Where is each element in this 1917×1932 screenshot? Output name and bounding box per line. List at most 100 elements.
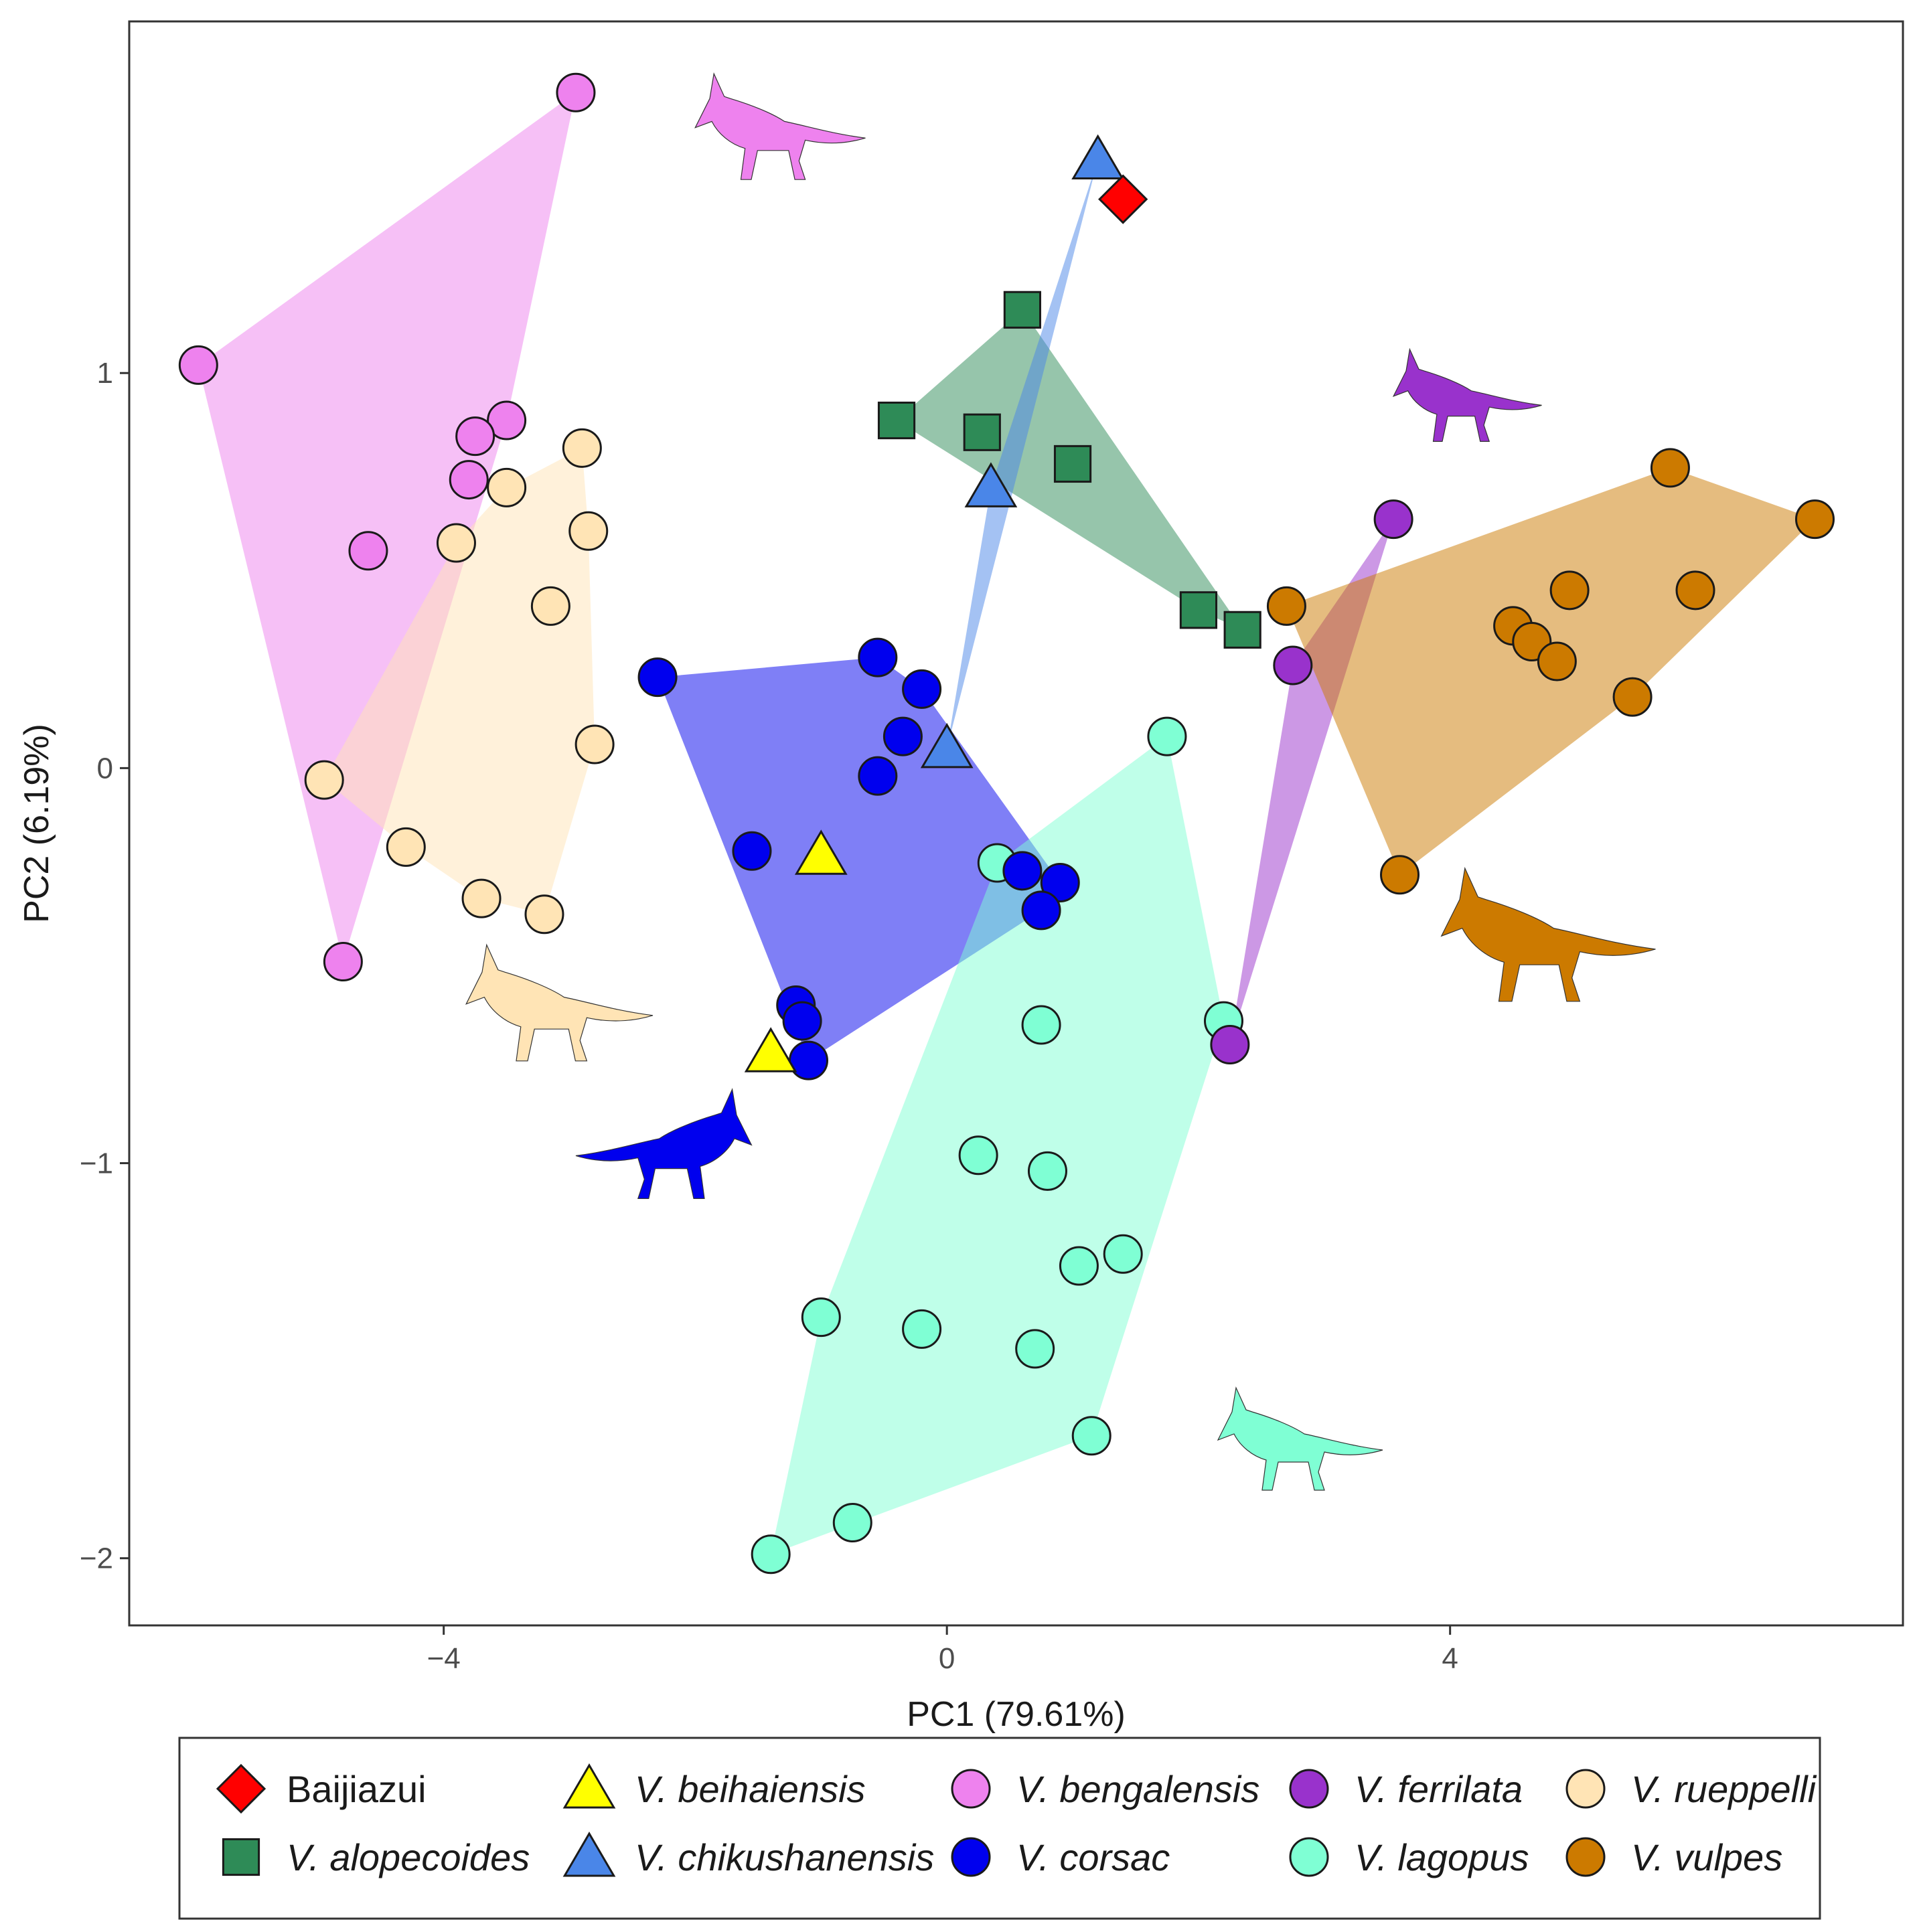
point-v-lagopus — [1071, 1416, 1111, 1456]
point-v-corsac — [902, 669, 942, 709]
legend-key-v-rueppelli — [1565, 1769, 1606, 1809]
point-v-corsac — [1002, 851, 1043, 891]
plot-panel-border — [128, 20, 1904, 1627]
legend-key-v-corsac — [951, 1837, 991, 1877]
point-v-rueppelli — [524, 894, 564, 935]
point-v-corsac — [1021, 890, 1061, 931]
point-v-bengalensis — [449, 460, 489, 500]
point-v-rueppelli — [304, 760, 344, 800]
fox-silhouette-v-rueppelli — [465, 943, 654, 1062]
legend-key-v-alopecoides — [222, 1838, 260, 1876]
data-points — [178, 72, 1835, 1575]
point-v-rueppelli — [386, 827, 426, 867]
point-v-corsac — [637, 657, 678, 698]
legend-label-v-chikushanensis: V. chikushanensis — [635, 1836, 934, 1878]
point-v-corsac — [782, 1001, 822, 1041]
legend-key-v-ferrilata — [1289, 1769, 1329, 1809]
point-v-corsac — [858, 637, 898, 677]
x-tick-label: 0 — [939, 1642, 955, 1675]
point-v-bengalensis — [323, 942, 363, 982]
y-tick-label: 1 — [97, 357, 113, 390]
legend-key-v-lagopus — [1289, 1837, 1329, 1877]
point-v-lagopus — [1015, 1329, 1055, 1369]
point-v-alopecoides — [1179, 591, 1218, 629]
x-axis-ticks: −4 0 4 — [427, 1625, 1458, 1675]
point-v-chikushanensis — [964, 462, 1018, 507]
legend-label-v-alopecoides: V. alopecoides — [287, 1836, 530, 1878]
legend-label-baijiazui: Baijiazui — [287, 1768, 427, 1810]
point-v-vulpes — [1650, 448, 1690, 488]
point-v-rueppelli — [436, 523, 476, 563]
x-tick-label: 4 — [1442, 1642, 1458, 1675]
point-v-bengalensis — [178, 345, 218, 385]
point-v-lagopus — [751, 1534, 791, 1575]
point-v-beihaiensis — [744, 1027, 797, 1072]
point-v-corsac — [1040, 863, 1080, 903]
point-v-rueppelli — [568, 511, 609, 551]
legend-key-v-chikushanensis — [562, 1832, 616, 1877]
point-v-vulpes — [1612, 677, 1653, 717]
point-v-lagopus — [801, 1297, 841, 1338]
point-v-ferrilata — [1210, 1024, 1250, 1064]
y-tick-label: −2 — [80, 1542, 113, 1575]
x-axis-title: PC1 (79.61%) — [907, 1695, 1126, 1734]
legend-label-v-lagopus: V. lagopus — [1355, 1836, 1529, 1878]
point-v-bengalensis — [455, 416, 495, 457]
point-v-chikushanensis — [920, 722, 974, 769]
point-v-ferrilata — [1373, 499, 1413, 540]
point-v-bengalensis — [487, 400, 527, 440]
y-axis-title: PC2 (6.19%) — [17, 724, 56, 923]
point-v-lagopus — [958, 1135, 998, 1176]
point-v-alopecoides — [877, 401, 916, 440]
point-v-bengalensis — [348, 531, 388, 571]
point-v-corsac — [732, 831, 772, 871]
hull-v-rueppelli — [324, 448, 595, 914]
point-v-corsac — [858, 756, 898, 796]
legend-key-v-vulpes — [1565, 1837, 1606, 1877]
point-v-corsac — [789, 1040, 829, 1080]
point-v-lagopus — [1027, 1151, 1067, 1191]
hull-v-bengalensis — [198, 92, 576, 962]
point-v-vulpes — [1537, 641, 1577, 681]
legend-label-v-rueppelli: V. rueppelli — [1631, 1768, 1817, 1810]
point-baijiazui — [1098, 174, 1148, 224]
point-v-alopecoides — [1223, 611, 1261, 649]
legend-box — [178, 1737, 1821, 1920]
point-v-chikushanensis — [1071, 134, 1124, 180]
fox-silhouette-v-ferrilata — [1392, 347, 1542, 442]
hull-v-chikushanensis — [947, 159, 1098, 748]
point-v-lagopus — [1147, 716, 1187, 756]
legend: Baijiazui V. alopecoides V. beihaiensis V. … — [178, 1737, 1821, 1920]
fox-silhouettes — [465, 72, 1656, 1491]
point-v-lagopus — [1021, 1005, 1061, 1045]
legend-label-v-corsac: V. corsac — [1016, 1836, 1170, 1878]
point-v-vulpes — [1549, 570, 1590, 611]
point-v-alopecoides — [1053, 445, 1092, 483]
hull-v-lagopus — [771, 736, 1224, 1554]
y-tick-label: 0 — [97, 752, 113, 785]
legend-label-v-ferrilata: V. ferrilata — [1355, 1768, 1523, 1810]
point-v-beihaiensis — [794, 829, 848, 875]
fox-silhouette-v-lagopus — [1217, 1386, 1383, 1491]
point-v-rueppelli — [487, 467, 527, 507]
point-v-rueppelli — [574, 724, 615, 764]
point-v-bengalensis — [556, 72, 596, 112]
legend-key-v-beihaiensis — [562, 1763, 616, 1809]
x-tick-label: −4 — [427, 1642, 461, 1675]
legend-key-baijiazui — [216, 1763, 266, 1814]
y-tick-label: −1 — [80, 1147, 113, 1180]
point-v-lagopus — [1059, 1246, 1099, 1286]
legend-label-v-beihaiensis: V. beihaiensis — [635, 1768, 866, 1810]
point-v-vulpes — [1266, 586, 1306, 626]
legend-label-v-vulpes: V. vulpes — [1631, 1836, 1782, 1878]
point-v-rueppelli — [530, 586, 570, 626]
point-v-vulpes — [1794, 499, 1835, 540]
point-v-alopecoides — [1003, 291, 1041, 329]
fox-silhouette-v-corsac — [575, 1088, 753, 1200]
point-v-ferrilata — [1273, 645, 1313, 686]
legend-label-v-bengalensis: V. bengalensis — [1016, 1768, 1259, 1810]
point-v-rueppelli — [461, 878, 502, 918]
point-v-vulpes — [1675, 570, 1715, 611]
point-v-lagopus — [1103, 1234, 1143, 1274]
